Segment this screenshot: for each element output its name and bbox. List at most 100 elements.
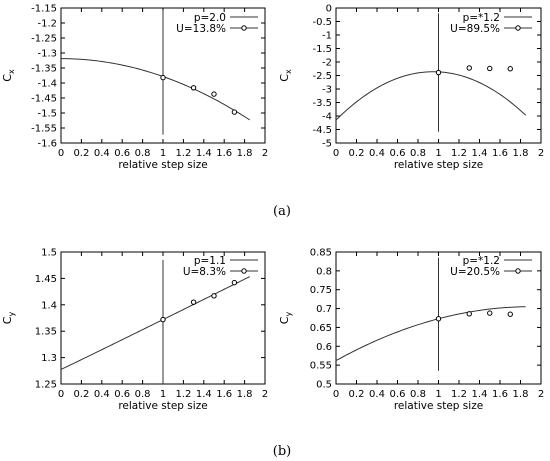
x-tick-label: 1.4 — [472, 148, 488, 159]
x-tick-label: 0.8 — [135, 389, 151, 400]
data-point — [507, 66, 513, 72]
data-point — [487, 65, 493, 72]
x-tick-label: 0.6 — [114, 389, 130, 400]
legend-entry-fit: p=2.0 — [194, 12, 226, 24]
x-tick-label: 0.2 — [73, 389, 89, 400]
data-point — [231, 279, 238, 286]
x-tick-label: 2 — [538, 148, 544, 159]
x-tick-label: 1.4 — [196, 148, 212, 159]
y-tick-label: -1.45 — [31, 94, 57, 105]
fit-curve — [335, 71, 526, 121]
y-tick-label: -1.6 — [37, 139, 57, 150]
x-tick-label: 0.2 — [73, 148, 89, 159]
x-tick-label: 1.8 — [237, 389, 253, 400]
data-point — [160, 74, 166, 81]
data-point — [190, 85, 197, 91]
y-tick-label: -1.55 — [31, 124, 57, 135]
data-point — [466, 65, 472, 71]
x-tick-label: 1 — [160, 389, 166, 400]
y-tick-label: -1.5 — [312, 44, 332, 55]
y-tick-label: 1.45 — [35, 274, 57, 285]
y-axis-label: Cy — [1, 312, 16, 325]
x-tick-label: 0 — [333, 389, 339, 400]
legend-entry-uncertainty: U=89.5% — [450, 23, 500, 35]
x-tick-label: 0.6 — [390, 389, 406, 400]
x-tick-label: 1.6 — [492, 389, 508, 400]
y-axis-label: Cx — [278, 69, 293, 82]
x-tick-label: 1.8 — [513, 148, 529, 159]
legend-entry-fit: p=*1.2 — [463, 12, 500, 24]
y-tick-label: 0.65 — [310, 323, 332, 334]
data-point — [211, 293, 217, 299]
x-tick-label: 0.6 — [390, 148, 406, 159]
data-point — [466, 311, 472, 317]
y-axis-label-subscript: x — [7, 69, 16, 74]
x-tick-label: 1 — [435, 389, 441, 400]
y-tick-label: 0.55 — [310, 361, 332, 372]
x-tick-label: 1 — [160, 148, 166, 159]
y-tick-label: -1 — [322, 31, 332, 42]
data-point — [190, 299, 197, 305]
y-tick-label: -2.5 — [312, 71, 332, 82]
x-axis-label: relative step size — [118, 159, 207, 171]
y-tick-label: 0.5 — [316, 380, 332, 391]
chart-a-left: 0 0.2 0.4 0.6 0.8 1 1.2 1.4 1.6 1.8 2 -1.15 -1.2 -1.2… — [1, 4, 268, 172]
fit-curve — [60, 58, 250, 121]
y-tick-label: 1.25 — [35, 380, 57, 391]
x-tick-label: 2 — [262, 148, 268, 159]
x-tick-label: 0.4 — [369, 148, 385, 159]
x-tick-label: 0.2 — [349, 389, 365, 400]
x-tick-label: 0.4 — [94, 148, 110, 159]
x-tick-label: 0 — [58, 148, 64, 159]
y-tick-label: -2 — [322, 58, 332, 69]
x-tick-label: 0.4 — [369, 389, 385, 400]
x-tick-label: 1.2 — [451, 148, 467, 159]
x-tick-label: 0 — [58, 389, 64, 400]
y-tick-label: -1.3 — [37, 49, 57, 60]
y-axis-label: Cy — [278, 312, 293, 325]
x-axis-label: relative step size — [394, 159, 483, 171]
y-axis-label-main: C — [1, 74, 14, 82]
y-tick-label: 0 — [326, 4, 332, 15]
x-tick-label: 0.8 — [410, 148, 426, 159]
x-tick-label: 1.2 — [175, 389, 191, 400]
y-tick-label: -0.5 — [312, 17, 332, 28]
caption-a: (a) — [273, 204, 291, 219]
y-tick-label: 0.6 — [316, 342, 332, 353]
x-tick-label: 0.4 — [94, 389, 110, 400]
legend-entry-fit: p=1.1 — [194, 255, 226, 267]
legend-entry-fit: p=*1.2 — [463, 255, 500, 267]
y-tick-label: 1.5 — [41, 248, 57, 259]
y-tick-label: -1.5 — [37, 109, 57, 120]
x-tick-label: 0.6 — [114, 148, 130, 159]
y-tick-label: -1.2 — [37, 19, 57, 30]
legend-entry-uncertainty: U=8.3% — [183, 266, 226, 278]
x-tick-label: 1.8 — [513, 389, 529, 400]
x-tick-label: 0.8 — [410, 389, 426, 400]
y-tick-label: 0.7 — [316, 304, 332, 315]
fit-curve — [335, 306, 526, 362]
y-tick-label: 1.4 — [41, 300, 57, 311]
data-point — [435, 69, 442, 76]
y-axis-label-main: C — [278, 74, 291, 82]
y-tick-label: 1.3 — [41, 353, 57, 364]
x-tick-label: 2 — [262, 389, 268, 400]
legend-point-marker — [241, 25, 247, 31]
y-axis-label-subscript: y — [7, 312, 16, 317]
x-tick-label: 0.8 — [135, 148, 151, 159]
x-axis-label: relative step size — [118, 400, 207, 412]
y-axis-label-main: C — [1, 316, 14, 324]
chart-b-left: 0 0.2 0.4 0.6 0.8 1 1.2 1.4 1.6 1.8 2 1.5 1.45 1.4 1.3… — [1, 248, 268, 413]
y-tick-label: 1.35 — [35, 327, 57, 338]
y-axis-label: Cx — [1, 69, 16, 82]
data-point — [211, 91, 217, 97]
x-tick-label: 0.2 — [349, 148, 365, 159]
x-tick-label: 2 — [538, 389, 544, 400]
data-point — [507, 311, 513, 317]
y-tick-label: -1.4 — [37, 79, 57, 90]
y-tick-label: -5 — [322, 139, 332, 150]
x-tick-label: 1 — [435, 148, 441, 159]
data-point — [435, 316, 442, 322]
x-tick-label: 1.6 — [216, 389, 232, 400]
